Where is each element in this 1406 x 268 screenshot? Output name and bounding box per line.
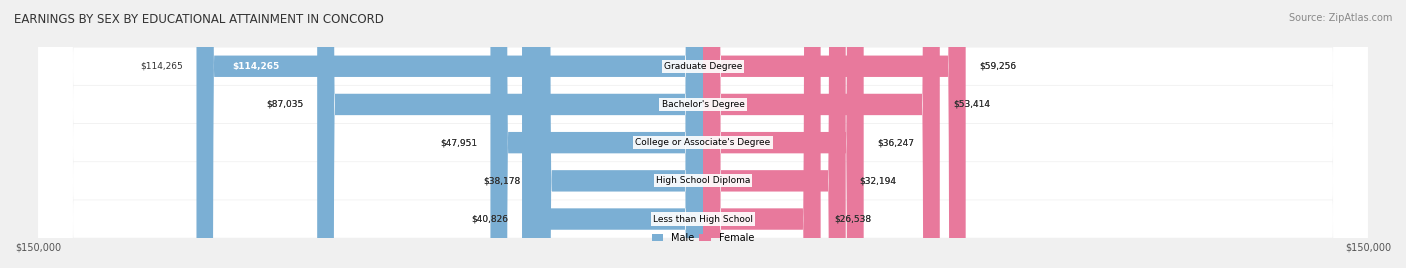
Text: $40,826: $40,826	[472, 215, 509, 224]
Text: $32,194: $32,194	[859, 176, 896, 185]
Text: $47,951: $47,951	[440, 138, 477, 147]
FancyBboxPatch shape	[703, 0, 846, 268]
FancyBboxPatch shape	[38, 0, 1368, 268]
FancyBboxPatch shape	[38, 0, 1368, 268]
Legend: Male, Female: Male, Female	[652, 233, 754, 243]
Text: $87,035: $87,035	[267, 100, 304, 109]
Text: $47,951: $47,951	[440, 138, 477, 147]
Text: Source: ZipAtlas.com: Source: ZipAtlas.com	[1288, 13, 1392, 23]
Text: $26,538: $26,538	[834, 215, 872, 224]
FancyBboxPatch shape	[38, 0, 1368, 268]
Text: Bachelor's Degree: Bachelor's Degree	[662, 100, 744, 109]
FancyBboxPatch shape	[534, 0, 703, 268]
Text: $59,256: $59,256	[979, 62, 1017, 71]
Text: College or Associate's Degree: College or Associate's Degree	[636, 138, 770, 147]
Text: $59,256: $59,256	[979, 62, 1017, 71]
Text: $114,265: $114,265	[232, 62, 280, 71]
FancyBboxPatch shape	[703, 0, 939, 268]
FancyBboxPatch shape	[522, 0, 703, 268]
Text: $36,247: $36,247	[877, 138, 914, 147]
FancyBboxPatch shape	[703, 0, 821, 268]
Text: $38,178: $38,178	[484, 176, 520, 185]
FancyBboxPatch shape	[491, 0, 703, 268]
Text: $114,265: $114,265	[141, 62, 183, 71]
Text: EARNINGS BY SEX BY EDUCATIONAL ATTAINMENT IN CONCORD: EARNINGS BY SEX BY EDUCATIONAL ATTAINMEN…	[14, 13, 384, 27]
Text: $38,178: $38,178	[484, 176, 520, 185]
Text: $87,035: $87,035	[267, 100, 304, 109]
Text: $32,194: $32,194	[859, 176, 896, 185]
FancyBboxPatch shape	[38, 0, 1368, 268]
Text: Less than High School: Less than High School	[652, 215, 754, 224]
FancyBboxPatch shape	[703, 0, 966, 268]
FancyBboxPatch shape	[703, 0, 863, 268]
Text: $36,247: $36,247	[877, 138, 914, 147]
FancyBboxPatch shape	[38, 0, 1368, 268]
FancyBboxPatch shape	[197, 0, 703, 268]
Text: High School Diploma: High School Diploma	[655, 176, 751, 185]
FancyBboxPatch shape	[318, 0, 703, 268]
Text: $40,826: $40,826	[472, 215, 509, 224]
Text: $26,538: $26,538	[834, 215, 872, 224]
Text: Graduate Degree: Graduate Degree	[664, 62, 742, 71]
Text: $53,414: $53,414	[953, 100, 990, 109]
Text: $53,414: $53,414	[953, 100, 990, 109]
